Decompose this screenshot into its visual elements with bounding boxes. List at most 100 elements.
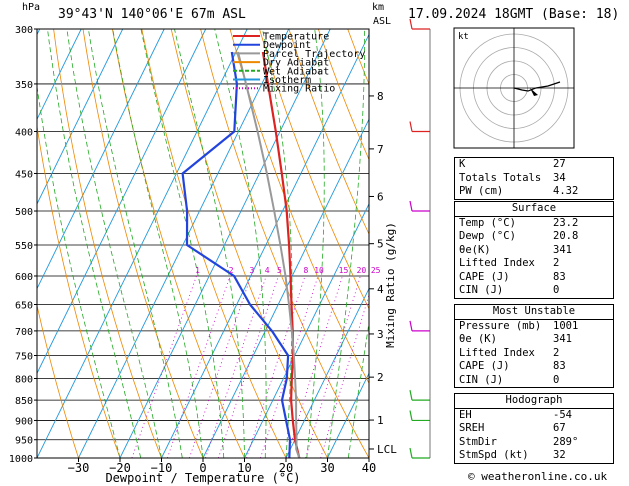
- wet-adiabat-line: [140, 29, 225, 458]
- wind-barb-flag: [409, 389, 413, 401]
- mixing-ratio-label: 15: [339, 266, 349, 275]
- pressure-tick-label: 550: [15, 241, 33, 252]
- mu-li-label: Lifted Index: [459, 346, 535, 359]
- dry-adiabat-line: [37, 123, 121, 458]
- x-tick-label: 40: [362, 461, 376, 475]
- series-temperature: [261, 51, 301, 458]
- sreh-label: SREH: [459, 422, 485, 434]
- km-tick-label: 5: [377, 238, 384, 251]
- surface-theta-value: 341: [553, 243, 572, 256]
- isotherm-line: [327, 372, 369, 458]
- x-tick-label: −10: [151, 461, 173, 475]
- isotherm-line: [161, 33, 369, 458]
- wind-barb-flag: [409, 18, 413, 30]
- mu-cape-label: CAPE (J): [459, 360, 510, 372]
- mu-pressure-value: 1001: [553, 319, 579, 332]
- km-tick-label: 8: [377, 90, 384, 103]
- surface-title: Surface: [511, 202, 557, 214]
- eh-value: -54: [553, 408, 572, 421]
- pressure-tick-label: 500: [15, 207, 33, 218]
- pressure-tick-label: 400: [15, 128, 33, 139]
- mu-cape-value: 83: [553, 360, 566, 372]
- mu-theta-value: 341: [553, 333, 572, 345]
- pressure-tick-label: 900: [15, 416, 33, 427]
- eh-label: EH: [459, 408, 472, 421]
- most-unstable-title: Most Unstable: [492, 305, 576, 317]
- pw-label: PW (cm): [459, 185, 504, 197]
- wet-adiabat-line: [214, 29, 267, 458]
- km-tick-label: 1: [377, 414, 384, 427]
- legend-entry: Parcel Trajectory: [263, 49, 365, 60]
- mixing-ratio-label: 20: [357, 266, 367, 275]
- mixing-ratio-line: [167, 275, 231, 458]
- pw-value: 4.32: [553, 185, 579, 197]
- km-unit-label: km: [372, 2, 385, 13]
- datetime-title: 17.09.2024 18GMT (Base: 18): [408, 7, 620, 22]
- stmspd-value: 32: [553, 449, 566, 461]
- mu-theta-label: θe (K): [459, 333, 497, 345]
- location-title: 39°43'N 140°06'E 67m ASL: [58, 7, 246, 22]
- storm-motion-arrow: [530, 88, 538, 96]
- dry-adiabat-line: [612, 29, 629, 458]
- k-index-value: 27: [553, 158, 566, 170]
- wet-adiabat-line: [327, 29, 365, 458]
- surface-table: Surface Temp (°C) 23.2 Dewp (°C) 20.8 θe(K…: [454, 201, 614, 299]
- wind-barb-flag: [409, 200, 413, 212]
- dry-adiabat-line: [229, 29, 369, 385]
- hodograph: kt: [453, 27, 575, 149]
- isotherm-line: [37, 29, 248, 458]
- wind-barb-flag: [409, 320, 413, 332]
- hodograph-table-title: Hodograph: [505, 394, 563, 406]
- surface-cin-label: CIN (J): [459, 284, 504, 296]
- pressure-tick-label: 850: [15, 396, 33, 407]
- dry-adiabat-line: [288, 29, 369, 236]
- x-tick-label: 20: [279, 461, 293, 475]
- credit-text: © weatheronline.co.uk: [468, 470, 608, 483]
- x-tick-label: 30: [320, 461, 334, 475]
- mixing-ratio-label: 25: [371, 266, 381, 275]
- hodograph-trace: [513, 81, 561, 92]
- x-tick-label: −20: [109, 461, 131, 475]
- dry-adiabat-line: [37, 303, 79, 458]
- mixing-ratio-label: 5: [277, 266, 282, 275]
- legend-entry: Wet Adiabat: [263, 66, 329, 77]
- dry-adiabat-line: [53, 29, 162, 458]
- surface-temp-label: Temp (°C): [459, 216, 516, 229]
- mu-pressure-label: Pressure (mb): [459, 319, 542, 332]
- dry-adiabat-line: [317, 29, 369, 161]
- series-dewpoint: [181, 51, 292, 458]
- indices-table: K 27 Totals Totals 34 PW (cm) 4.32: [454, 157, 614, 200]
- mixing-ratio-label: 8: [304, 266, 309, 275]
- wet-adiabat-line: [174, 29, 245, 458]
- surface-cape-label: CAPE (J): [459, 270, 510, 283]
- hpa-unit-label: hPa: [22, 2, 41, 13]
- wet-adiabat-line: [306, 29, 325, 458]
- mu-cin-label: CIN (J): [459, 373, 504, 386]
- isotherm-line: [119, 29, 331, 458]
- pressure-tick-label: 800: [15, 374, 33, 385]
- surface-dewp-value: 20.8: [553, 230, 579, 242]
- wet-adiabat-line: [88, 29, 183, 458]
- surface-dewp-label: Dewp (°C): [459, 230, 516, 242]
- mixing-ratio-label: 1: [195, 266, 200, 275]
- mu-li-value: 2: [553, 346, 560, 359]
- surface-theta-label: θe(K): [459, 243, 491, 256]
- wind-barb-flag: [409, 121, 413, 132]
- wet-adiabat-line: [112, 29, 204, 458]
- totals-totals-label: Totals Totals: [459, 171, 542, 184]
- km-tick-label: 2: [377, 371, 384, 384]
- surface-cin-value: 0: [553, 284, 560, 296]
- dry-adiabat-line: [141, 29, 287, 458]
- dry-adiabat-line: [82, 29, 204, 458]
- mixing-ratio-label: 3: [249, 266, 254, 275]
- wet-adiabat-line: [37, 83, 121, 458]
- pressure-tick-label: 1000: [9, 454, 33, 465]
- km-tick-label: 6: [377, 190, 384, 203]
- isotherm-line: [78, 29, 290, 458]
- surface-cape-value: 83: [553, 270, 566, 283]
- stmspd-label: StmSpd (kt): [459, 449, 529, 461]
- x-tick-label: −30: [68, 461, 90, 475]
- mixing-ratio-label: 2: [229, 266, 234, 275]
- k-index-label: K: [459, 158, 466, 170]
